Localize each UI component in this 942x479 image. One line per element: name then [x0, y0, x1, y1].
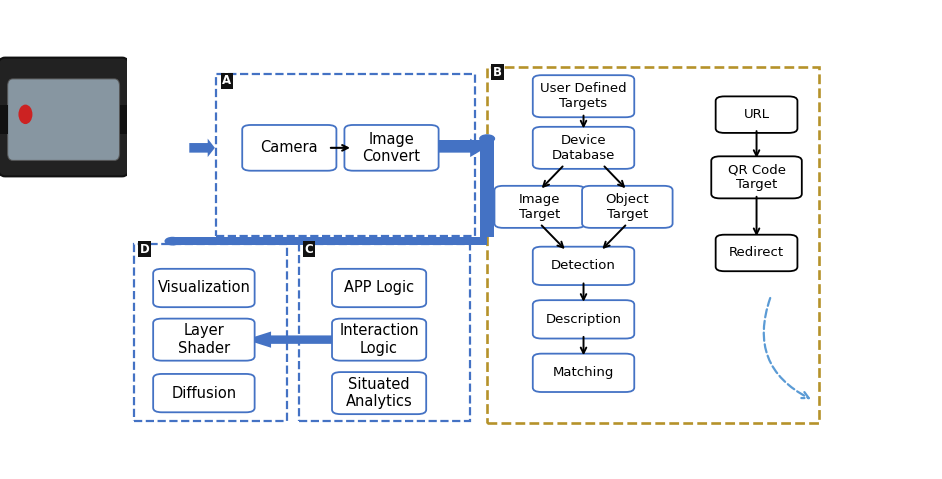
- Bar: [0, 105, 8, 134]
- Polygon shape: [430, 138, 486, 157]
- FancyBboxPatch shape: [154, 319, 254, 361]
- FancyBboxPatch shape: [533, 300, 634, 339]
- FancyBboxPatch shape: [345, 125, 439, 171]
- Text: D: D: [139, 243, 150, 256]
- Polygon shape: [189, 138, 215, 157]
- Bar: [299, 244, 470, 421]
- Text: Detection: Detection: [551, 259, 616, 273]
- FancyBboxPatch shape: [495, 186, 585, 228]
- FancyBboxPatch shape: [716, 235, 798, 271]
- Text: URL: URL: [743, 108, 770, 121]
- Text: QR Code
Target: QR Code Target: [727, 163, 786, 191]
- FancyBboxPatch shape: [533, 354, 634, 392]
- Text: Redirect: Redirect: [729, 247, 784, 260]
- Text: Visualization: Visualization: [157, 281, 251, 296]
- Bar: [172, 238, 487, 245]
- Text: C: C: [304, 243, 314, 256]
- Polygon shape: [363, 242, 396, 245]
- FancyBboxPatch shape: [242, 125, 336, 171]
- Polygon shape: [187, 242, 220, 245]
- FancyBboxPatch shape: [582, 186, 673, 228]
- Circle shape: [19, 104, 32, 124]
- FancyBboxPatch shape: [8, 79, 120, 160]
- Text: APP Logic: APP Logic: [344, 281, 414, 296]
- FancyBboxPatch shape: [332, 269, 426, 307]
- Text: A: A: [222, 74, 232, 87]
- FancyBboxPatch shape: [711, 156, 802, 198]
- Text: B: B: [493, 66, 502, 79]
- Polygon shape: [479, 138, 495, 238]
- Text: Camera: Camera: [261, 140, 318, 155]
- Circle shape: [165, 238, 180, 245]
- FancyBboxPatch shape: [332, 372, 426, 414]
- Bar: [120, 105, 127, 134]
- Polygon shape: [246, 331, 337, 348]
- Text: User Defined
Targets: User Defined Targets: [540, 82, 626, 110]
- Bar: [217, 74, 476, 236]
- Text: Object
Target: Object Target: [606, 193, 649, 221]
- Circle shape: [479, 135, 495, 142]
- Text: Matching: Matching: [553, 366, 614, 379]
- Text: Situated
Analytics: Situated Analytics: [346, 377, 413, 410]
- FancyBboxPatch shape: [716, 96, 798, 133]
- FancyBboxPatch shape: [533, 75, 634, 117]
- FancyBboxPatch shape: [533, 127, 634, 169]
- Text: Interaction
Logic: Interaction Logic: [339, 323, 419, 356]
- Text: Device
Database: Device Database: [552, 134, 615, 162]
- FancyBboxPatch shape: [533, 247, 634, 285]
- FancyBboxPatch shape: [332, 319, 426, 361]
- Polygon shape: [431, 140, 487, 147]
- Text: Diffusion: Diffusion: [171, 386, 236, 400]
- FancyBboxPatch shape: [0, 57, 130, 176]
- Text: Description: Description: [545, 313, 622, 326]
- Text: Layer
Shader: Layer Shader: [178, 323, 230, 356]
- Text: Image
Convert: Image Convert: [363, 132, 420, 164]
- Bar: [134, 244, 287, 421]
- FancyBboxPatch shape: [154, 374, 254, 412]
- Text: Image
Target: Image Target: [519, 193, 560, 221]
- FancyBboxPatch shape: [154, 269, 254, 307]
- Bar: [487, 67, 820, 422]
